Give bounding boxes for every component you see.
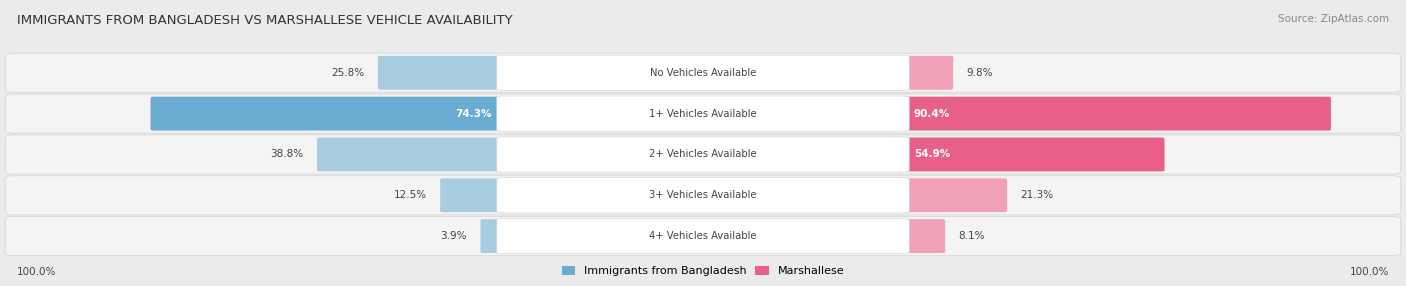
Text: Source: ZipAtlas.com: Source: ZipAtlas.com (1278, 14, 1389, 24)
FancyBboxPatch shape (496, 178, 910, 213)
Text: IMMIGRANTS FROM BANGLADESH VS MARSHALLESE VEHICLE AVAILABILITY: IMMIGRANTS FROM BANGLADESH VS MARSHALLES… (17, 14, 513, 27)
Text: 9.8%: 9.8% (966, 68, 993, 78)
Text: 2+ Vehicles Available: 2+ Vehicles Available (650, 150, 756, 159)
FancyBboxPatch shape (150, 97, 506, 130)
FancyBboxPatch shape (496, 55, 910, 90)
FancyBboxPatch shape (900, 56, 953, 90)
FancyBboxPatch shape (481, 219, 506, 253)
Text: 38.8%: 38.8% (270, 150, 304, 159)
Text: 8.1%: 8.1% (959, 231, 986, 241)
FancyBboxPatch shape (6, 94, 1400, 133)
FancyBboxPatch shape (496, 96, 910, 131)
Text: 3+ Vehicles Available: 3+ Vehicles Available (650, 190, 756, 200)
FancyBboxPatch shape (6, 135, 1400, 174)
Text: 100.0%: 100.0% (17, 267, 56, 277)
Text: 21.3%: 21.3% (1021, 190, 1053, 200)
FancyBboxPatch shape (316, 138, 506, 171)
Text: 12.5%: 12.5% (394, 190, 427, 200)
Text: 3.9%: 3.9% (440, 231, 467, 241)
FancyBboxPatch shape (900, 138, 1164, 171)
Text: 90.4%: 90.4% (914, 109, 950, 119)
FancyBboxPatch shape (6, 217, 1400, 256)
Text: 74.3%: 74.3% (456, 109, 492, 119)
Legend: Immigrants from Bangladesh, Marshallese: Immigrants from Bangladesh, Marshallese (557, 261, 849, 281)
Text: 1+ Vehicles Available: 1+ Vehicles Available (650, 109, 756, 119)
Text: 100.0%: 100.0% (1350, 267, 1389, 277)
Text: 54.9%: 54.9% (914, 150, 950, 159)
FancyBboxPatch shape (900, 219, 945, 253)
FancyBboxPatch shape (440, 178, 506, 212)
FancyBboxPatch shape (900, 97, 1331, 130)
FancyBboxPatch shape (6, 176, 1400, 215)
Text: 25.8%: 25.8% (332, 68, 364, 78)
FancyBboxPatch shape (900, 178, 1007, 212)
FancyBboxPatch shape (496, 219, 910, 254)
Text: 4+ Vehicles Available: 4+ Vehicles Available (650, 231, 756, 241)
Text: No Vehicles Available: No Vehicles Available (650, 68, 756, 78)
FancyBboxPatch shape (6, 53, 1400, 92)
FancyBboxPatch shape (378, 56, 506, 90)
FancyBboxPatch shape (496, 137, 910, 172)
